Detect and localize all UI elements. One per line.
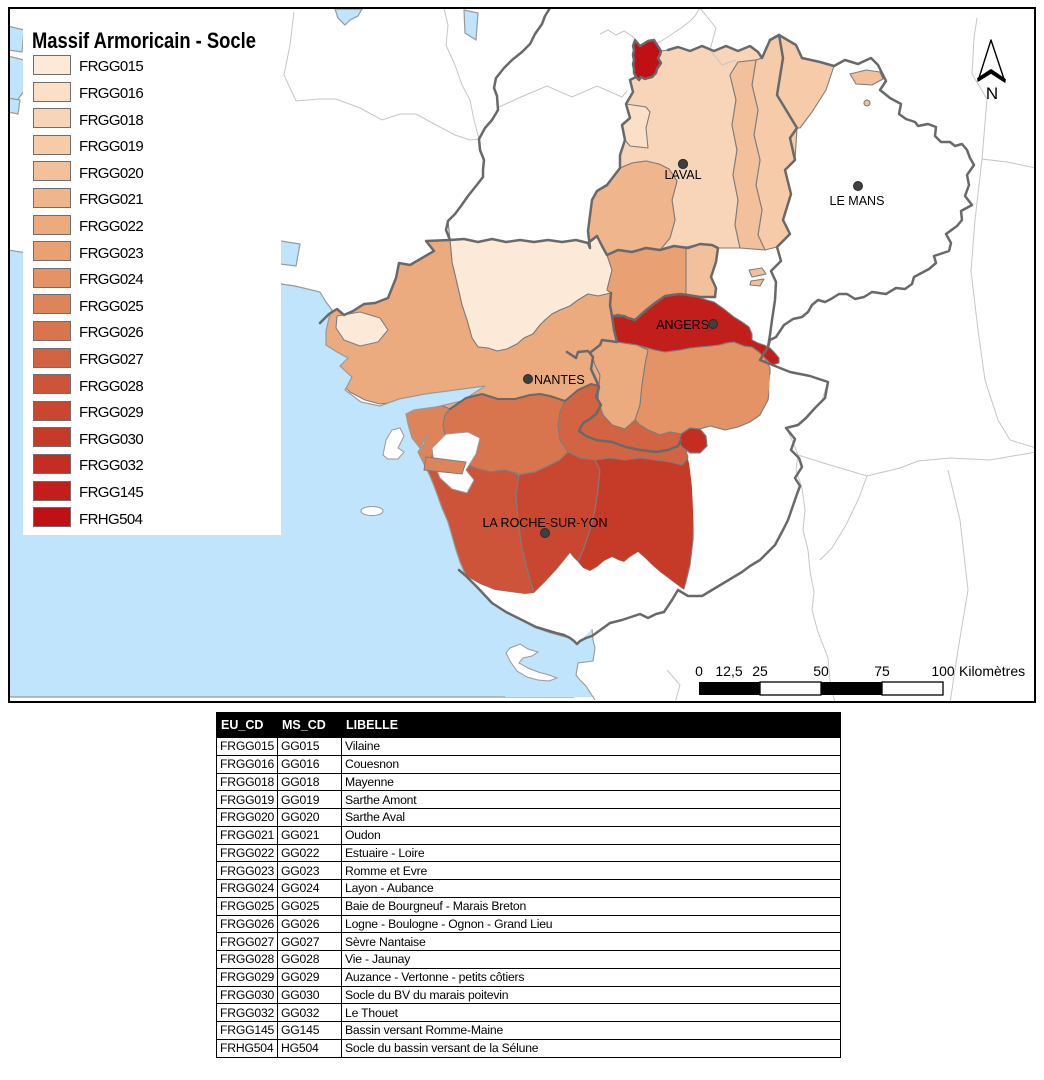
svg-text:ANGERS: ANGERS — [656, 318, 709, 332]
svg-text:LE MANS: LE MANS — [830, 194, 885, 208]
svg-text:0: 0 — [695, 663, 703, 679]
svg-text:75: 75 — [874, 663, 890, 679]
svg-text:50: 50 — [813, 663, 829, 679]
svg-text:LA ROCHE-SUR-YON: LA ROCHE-SUR-YON — [482, 516, 607, 530]
svg-text:12,5: 12,5 — [715, 663, 742, 679]
svg-text:N: N — [986, 84, 998, 103]
svg-text:NANTES: NANTES — [534, 373, 585, 387]
svg-text:LAVAL: LAVAL — [664, 168, 701, 182]
svg-text:Kilomètres: Kilomètres — [959, 663, 1025, 679]
svg-text:25: 25 — [752, 663, 768, 679]
svg-text:100: 100 — [931, 663, 955, 679]
